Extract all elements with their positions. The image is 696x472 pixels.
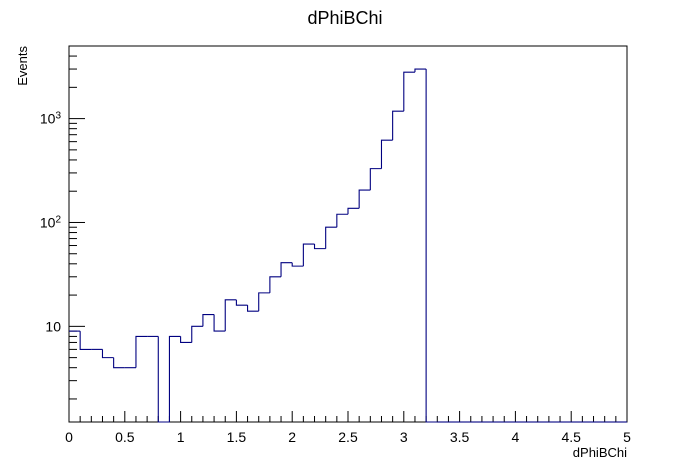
x-tick-label: 0.5 xyxy=(115,429,135,445)
x-tick-label: 4.5 xyxy=(561,429,581,445)
chart-title: dPhiBChi xyxy=(307,8,382,28)
x-tick-label: 2 xyxy=(288,429,296,445)
y-tick-label: 10 xyxy=(45,318,61,334)
x-tick-label: 3.5 xyxy=(450,429,470,445)
x-tick-label: 5 xyxy=(623,429,631,445)
x-tick-label: 3 xyxy=(400,429,408,445)
x-tick-label: 1 xyxy=(177,429,185,445)
x-tick-label: 0 xyxy=(65,429,73,445)
x-tick-label: 1.5 xyxy=(227,429,247,445)
y-axis-label: Events xyxy=(15,46,30,86)
x-tick-label: 2.5 xyxy=(338,429,358,445)
x-axis-label: dPhiBChi xyxy=(573,445,627,460)
x-tick-label: 4 xyxy=(512,429,520,445)
